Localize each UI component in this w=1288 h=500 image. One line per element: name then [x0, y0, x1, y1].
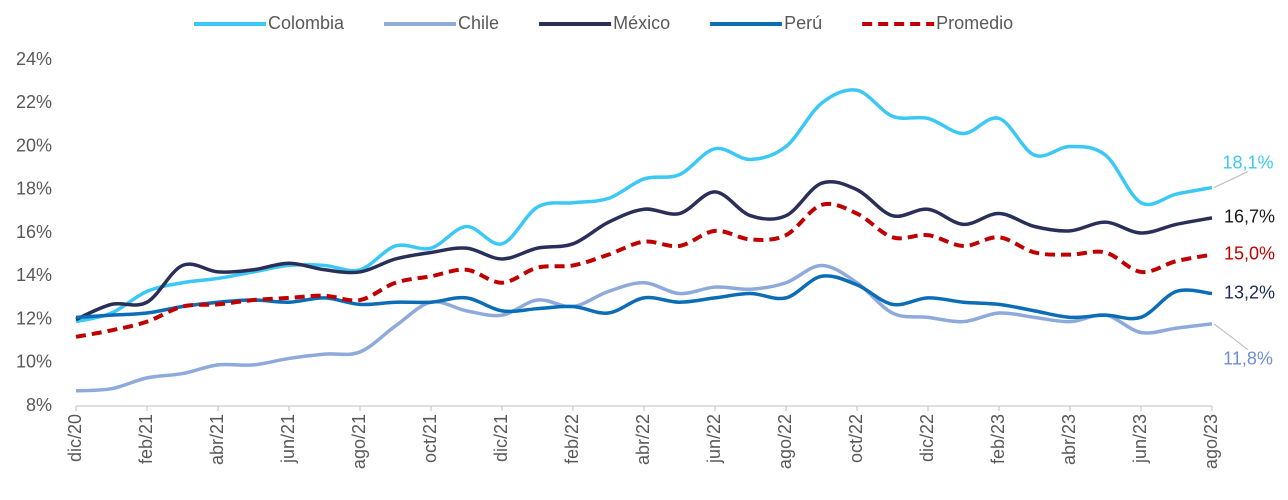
legend-label: Colombia — [268, 13, 345, 33]
x-tick-label: feb/22 — [562, 414, 582, 464]
x-tick-label: ago/21 — [349, 414, 369, 469]
y-tick-label: 18% — [16, 179, 52, 199]
legend-label: Promedio — [936, 13, 1013, 33]
legend-label: Perú — [784, 13, 822, 33]
x-tick-label: feb/21 — [136, 414, 156, 464]
x-tick-label: abr/23 — [1059, 414, 1079, 465]
x-tick-label: jun/23 — [1130, 414, 1150, 464]
y-tick-label: 12% — [16, 308, 52, 328]
y-tick-label: 20% — [16, 135, 52, 155]
x-tick-label: dic/21 — [491, 414, 511, 462]
value-label: 15,0% — [1224, 243, 1275, 263]
y-tick-label: 10% — [16, 352, 52, 372]
leader-line — [1213, 323, 1249, 351]
value-label: 13,2% — [1224, 282, 1275, 302]
series-line — [75, 179, 1213, 322]
legend-label: Chile — [458, 13, 499, 33]
y-tick-label: 16% — [16, 222, 52, 242]
y-tick-label: 14% — [16, 265, 52, 285]
x-tick-label: feb/23 — [988, 414, 1008, 464]
legend-label: México — [613, 13, 670, 33]
value-label: 18,1% — [1222, 152, 1273, 172]
series-line — [75, 88, 1213, 324]
x-tick-label: dic/20 — [65, 414, 85, 462]
y-tick-label: 24% — [16, 49, 52, 69]
x-tick-label: ago/23 — [1201, 414, 1221, 469]
x-tick-label: jun/21 — [278, 414, 298, 464]
y-tick-label: 22% — [16, 92, 52, 112]
series-line — [75, 201, 1213, 339]
series-line — [75, 263, 1213, 393]
legend: Colombia Chile México Perú Promedio — [194, 13, 1013, 33]
value-label: 16,7% — [1224, 207, 1275, 227]
x-tick-label: ago/22 — [775, 414, 795, 469]
x-tick-label: oct/21 — [420, 414, 440, 463]
x-tick-label: dic/22 — [917, 414, 937, 462]
x-tick-label: oct/22 — [846, 414, 866, 463]
x-tick-label: abr/22 — [633, 414, 653, 465]
leader-line — [1213, 171, 1249, 189]
y-tick-label: 8% — [26, 395, 52, 415]
x-tick-label: abr/21 — [207, 414, 227, 465]
x-tick-label: jun/22 — [704, 414, 724, 464]
value-label: 11,8% — [1223, 349, 1273, 369]
